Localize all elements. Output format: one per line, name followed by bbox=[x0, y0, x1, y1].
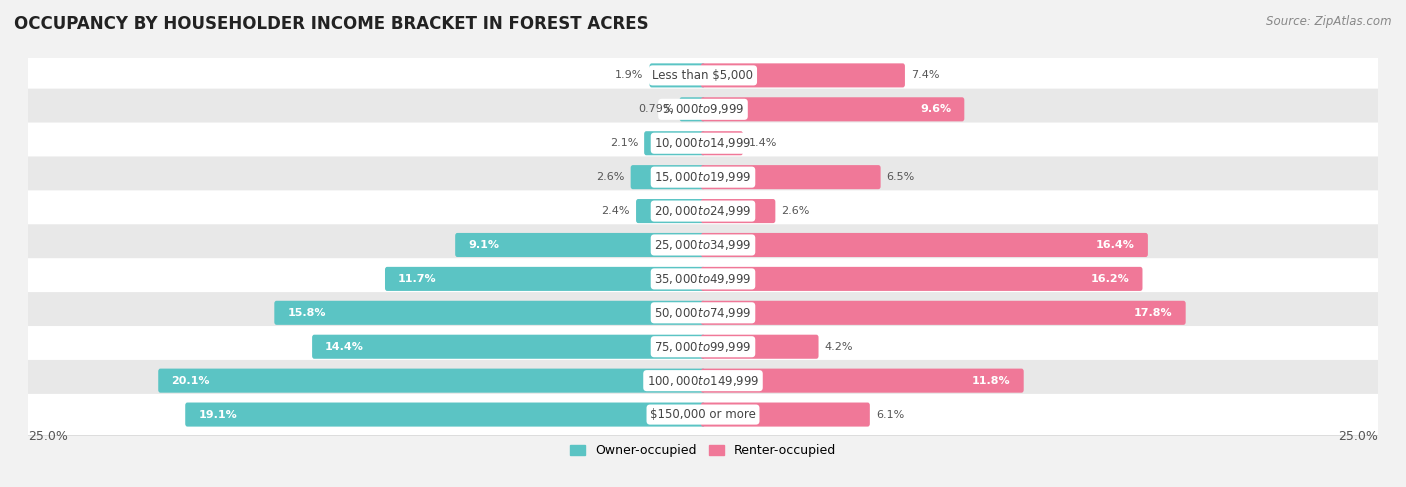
FancyBboxPatch shape bbox=[15, 258, 1391, 300]
FancyBboxPatch shape bbox=[636, 199, 706, 223]
FancyBboxPatch shape bbox=[15, 190, 1391, 232]
FancyBboxPatch shape bbox=[15, 394, 1391, 435]
FancyBboxPatch shape bbox=[700, 233, 1147, 257]
FancyBboxPatch shape bbox=[700, 369, 1024, 393]
FancyBboxPatch shape bbox=[650, 63, 706, 88]
FancyBboxPatch shape bbox=[700, 131, 742, 155]
Text: 16.4%: 16.4% bbox=[1097, 240, 1135, 250]
Text: 2.4%: 2.4% bbox=[602, 206, 630, 216]
Text: Source: ZipAtlas.com: Source: ZipAtlas.com bbox=[1267, 15, 1392, 28]
FancyBboxPatch shape bbox=[15, 292, 1391, 334]
Text: 11.7%: 11.7% bbox=[398, 274, 437, 284]
FancyBboxPatch shape bbox=[15, 156, 1391, 199]
Text: 9.1%: 9.1% bbox=[468, 240, 499, 250]
FancyBboxPatch shape bbox=[15, 325, 1391, 368]
Text: $35,000 to $49,999: $35,000 to $49,999 bbox=[654, 272, 752, 286]
Text: $50,000 to $74,999: $50,000 to $74,999 bbox=[654, 306, 752, 320]
Text: 17.8%: 17.8% bbox=[1135, 308, 1173, 318]
Text: $5,000 to $9,999: $5,000 to $9,999 bbox=[662, 102, 744, 116]
Text: $25,000 to $34,999: $25,000 to $34,999 bbox=[654, 238, 752, 252]
Text: $100,000 to $149,999: $100,000 to $149,999 bbox=[647, 374, 759, 388]
Text: $150,000 or more: $150,000 or more bbox=[650, 408, 756, 421]
FancyBboxPatch shape bbox=[15, 123, 1391, 164]
FancyBboxPatch shape bbox=[15, 258, 1391, 300]
FancyBboxPatch shape bbox=[644, 131, 706, 155]
Text: 1.4%: 1.4% bbox=[749, 138, 778, 148]
FancyBboxPatch shape bbox=[15, 122, 1391, 165]
FancyBboxPatch shape bbox=[15, 156, 1391, 198]
FancyBboxPatch shape bbox=[456, 233, 706, 257]
FancyBboxPatch shape bbox=[274, 301, 706, 325]
FancyBboxPatch shape bbox=[700, 199, 775, 223]
Text: 25.0%: 25.0% bbox=[1339, 430, 1378, 443]
Text: $75,000 to $99,999: $75,000 to $99,999 bbox=[654, 340, 752, 354]
Text: 0.79%: 0.79% bbox=[638, 104, 673, 114]
Text: 2.1%: 2.1% bbox=[610, 138, 638, 148]
FancyBboxPatch shape bbox=[679, 97, 706, 121]
Text: 20.1%: 20.1% bbox=[172, 375, 209, 386]
Text: 1.9%: 1.9% bbox=[616, 71, 644, 80]
FancyBboxPatch shape bbox=[15, 224, 1391, 266]
FancyBboxPatch shape bbox=[700, 403, 870, 427]
FancyBboxPatch shape bbox=[700, 301, 1185, 325]
Text: 16.2%: 16.2% bbox=[1091, 274, 1129, 284]
FancyBboxPatch shape bbox=[15, 326, 1391, 367]
FancyBboxPatch shape bbox=[15, 190, 1391, 232]
Text: $10,000 to $14,999: $10,000 to $14,999 bbox=[654, 136, 752, 150]
Text: 6.5%: 6.5% bbox=[887, 172, 915, 182]
Text: 15.8%: 15.8% bbox=[287, 308, 326, 318]
Text: OCCUPANCY BY HOUSEHOLDER INCOME BRACKET IN FOREST ACRES: OCCUPANCY BY HOUSEHOLDER INCOME BRACKET … bbox=[14, 15, 648, 33]
FancyBboxPatch shape bbox=[186, 403, 706, 427]
Text: 7.4%: 7.4% bbox=[911, 71, 939, 80]
FancyBboxPatch shape bbox=[385, 267, 706, 291]
FancyBboxPatch shape bbox=[159, 369, 706, 393]
FancyBboxPatch shape bbox=[700, 267, 1143, 291]
FancyBboxPatch shape bbox=[15, 225, 1391, 266]
Text: 25.0%: 25.0% bbox=[28, 430, 67, 443]
Text: 19.1%: 19.1% bbox=[198, 410, 238, 420]
FancyBboxPatch shape bbox=[15, 360, 1391, 401]
FancyBboxPatch shape bbox=[700, 335, 818, 359]
Text: 6.1%: 6.1% bbox=[876, 410, 904, 420]
Text: 9.6%: 9.6% bbox=[921, 104, 952, 114]
Text: Less than $5,000: Less than $5,000 bbox=[652, 69, 754, 82]
FancyBboxPatch shape bbox=[312, 335, 706, 359]
FancyBboxPatch shape bbox=[15, 291, 1391, 334]
FancyBboxPatch shape bbox=[15, 393, 1391, 436]
FancyBboxPatch shape bbox=[700, 97, 965, 121]
Text: 14.4%: 14.4% bbox=[325, 342, 364, 352]
Legend: Owner-occupied, Renter-occupied: Owner-occupied, Renter-occupied bbox=[565, 439, 841, 463]
Text: 2.6%: 2.6% bbox=[596, 172, 624, 182]
FancyBboxPatch shape bbox=[15, 54, 1391, 97]
Text: $15,000 to $19,999: $15,000 to $19,999 bbox=[654, 170, 752, 184]
FancyBboxPatch shape bbox=[15, 88, 1391, 131]
FancyBboxPatch shape bbox=[700, 63, 905, 88]
FancyBboxPatch shape bbox=[15, 359, 1391, 402]
FancyBboxPatch shape bbox=[15, 55, 1391, 96]
Text: 11.8%: 11.8% bbox=[972, 375, 1011, 386]
Text: $20,000 to $24,999: $20,000 to $24,999 bbox=[654, 204, 752, 218]
FancyBboxPatch shape bbox=[15, 89, 1391, 130]
Text: 4.2%: 4.2% bbox=[824, 342, 853, 352]
FancyBboxPatch shape bbox=[631, 165, 706, 189]
Text: 2.6%: 2.6% bbox=[782, 206, 810, 216]
FancyBboxPatch shape bbox=[700, 165, 880, 189]
